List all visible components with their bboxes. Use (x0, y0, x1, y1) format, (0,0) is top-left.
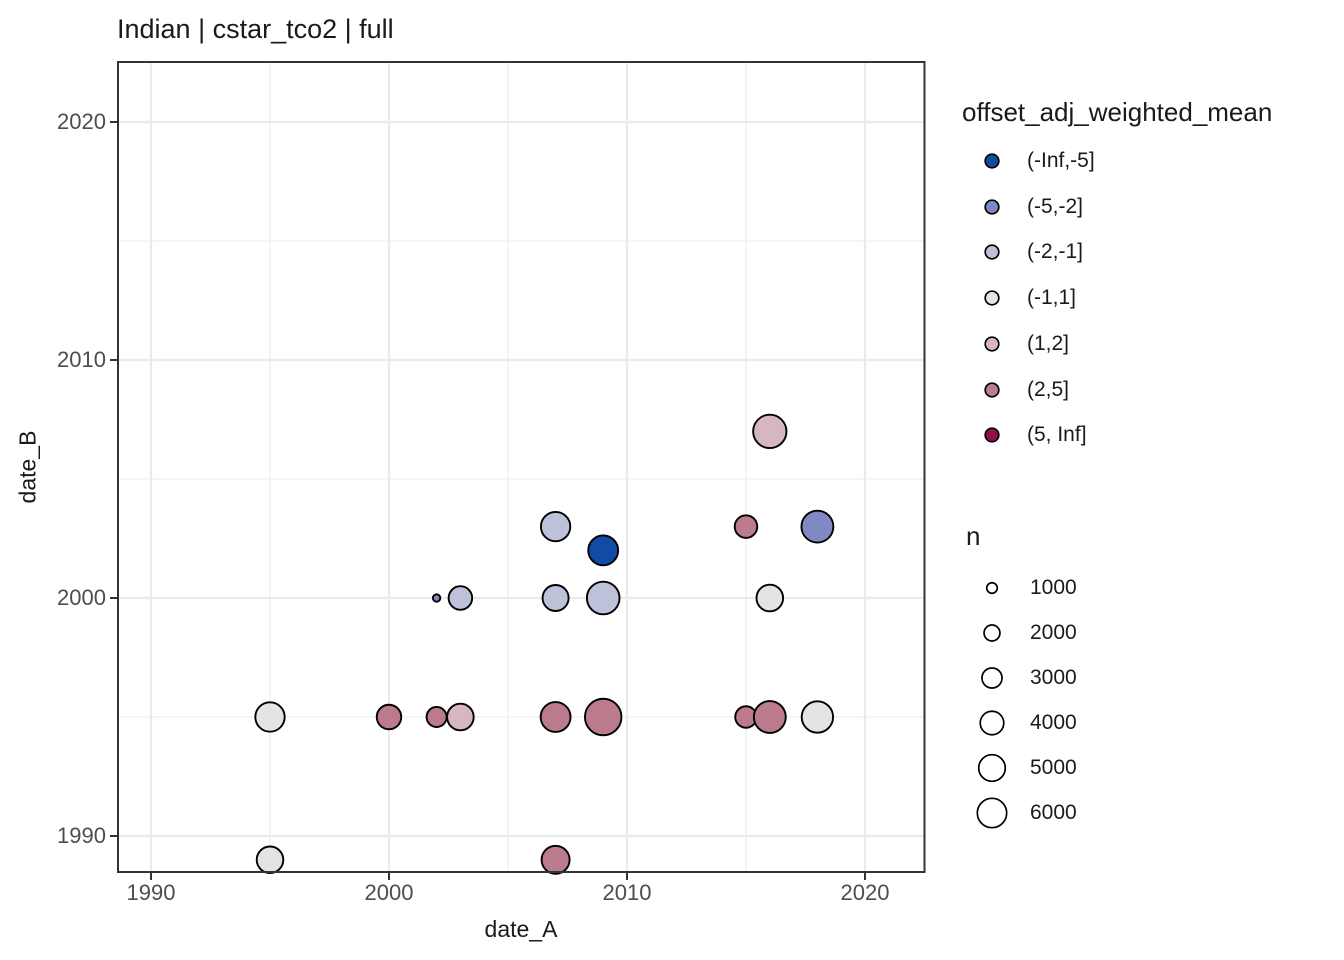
size-legend-label: 1000 (1030, 576, 1077, 599)
color-legend-label: (-2,-1] (1027, 240, 1084, 263)
y-tick-label: 2000 (57, 585, 106, 610)
data-point (539, 510, 572, 543)
size-legend-circle (979, 710, 1005, 736)
size-legend-circle (981, 667, 1003, 689)
data-point (446, 702, 475, 732)
color-legend-swatch (984, 336, 1000, 352)
color-legend-swatch (984, 382, 1000, 398)
size-legend-title: n (966, 521, 981, 551)
size-legend-label: 3000 (1030, 666, 1077, 689)
color-legend-title: offset_adj_weighted_mean (962, 97, 1273, 127)
data-point (752, 413, 788, 450)
panel-border (117, 61, 926, 873)
data-point (800, 700, 835, 734)
data-point (584, 697, 623, 737)
data-point (431, 593, 442, 603)
size-legend-circle (983, 624, 1001, 642)
color-legend-label: (2,5] (1027, 378, 1070, 401)
data-point (800, 509, 835, 544)
data-point (541, 584, 570, 612)
data-point (375, 703, 403, 731)
color-legend-swatch (984, 244, 1000, 260)
color-legend-label: (-Inf,-5] (1027, 149, 1095, 172)
color-legend-swatch (984, 199, 1000, 215)
x-tick-label: 2000 (364, 880, 414, 905)
size-legend-label: 5000 (1030, 756, 1077, 779)
color-legend-label: (-5,-2] (1027, 195, 1084, 218)
color-legend-label: (5, Inf] (1027, 423, 1087, 446)
y-tick-label: 1990 (57, 823, 106, 848)
size-legend-label: 4000 (1030, 711, 1077, 734)
x-tick-label: 2020 (840, 880, 890, 905)
color-legend-label: (-1,1] (1027, 286, 1077, 309)
color-legend-swatch (984, 153, 1000, 169)
x-tick-label: 1990 (126, 880, 176, 905)
x-axis-title: date_A (484, 916, 558, 942)
color-legend-swatch (984, 427, 1000, 443)
size-legend-circle (976, 797, 1008, 829)
color-legend-label: (1,2] (1027, 332, 1070, 355)
size-legend-circle (977, 753, 1007, 783)
y-tick-label: 2020 (57, 109, 106, 134)
chart-title: Indian | cstar_tco2 | full (117, 14, 394, 44)
y-axis-title: date_B (14, 430, 41, 504)
color-legend-swatch (984, 290, 1000, 306)
size-legend-label: 6000 (1030, 801, 1077, 824)
size-legend-label: 2000 (1030, 621, 1077, 644)
data-point (733, 514, 759, 539)
data-point (447, 585, 474, 611)
data-point (425, 706, 448, 728)
data-point (255, 845, 285, 875)
data-point (540, 844, 571, 875)
data-point (587, 534, 620, 567)
x-tick-label: 2010 (602, 880, 652, 905)
panel-background (118, 62, 925, 872)
data-point (254, 701, 286, 733)
data-point (585, 580, 621, 616)
data-point (539, 701, 572, 733)
data-point (752, 700, 787, 734)
y-tick-label: 2010 (57, 347, 106, 372)
data-point (755, 583, 785, 613)
size-legend-circle (985, 581, 999, 595)
